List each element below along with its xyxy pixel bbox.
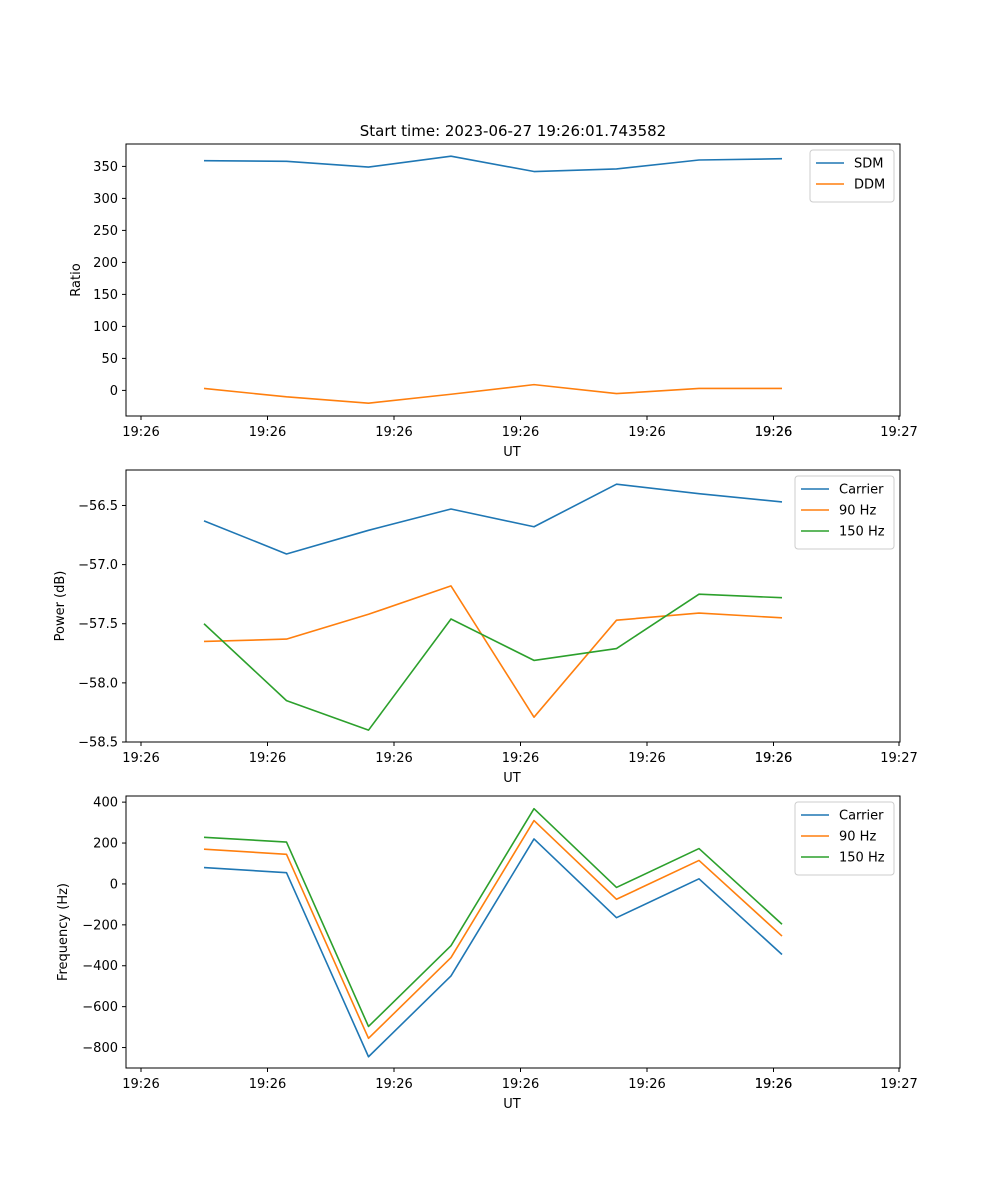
x-tick-label: 19:26 (122, 425, 159, 440)
x-tick-label: 19:26 (628, 425, 665, 440)
y-tick-label: −56.5 (78, 499, 118, 514)
series-line-150-hz (203, 807, 783, 1028)
x-tick-label: 19:26 (249, 425, 286, 440)
x-tick-label: 19:26 (755, 1077, 792, 1092)
y-tick-label: −400 (82, 959, 118, 974)
y-tick-label: −58.0 (78, 676, 118, 691)
panel-3: 19:26 19:26 19:26 19:26 19:26 19:26 19:2719:26… (56, 795, 918, 1112)
legend-label: 90 Hz (839, 504, 876, 519)
x-tick-label: 19:26 (122, 751, 159, 766)
y-tick-label: 350 (93, 160, 118, 175)
x-tick-label: 19:26 (755, 425, 792, 440)
y-axis-label: Ratio (69, 263, 84, 296)
panels: 19:26 19:26 19:26 19:26 19:26 19:26 19:27 19:26… (53, 143, 918, 1112)
x-tick-label: 19:26 (755, 1077, 792, 1092)
x-tick-label: 19:26 (502, 751, 539, 766)
x-tick-label: 19:26 (375, 425, 412, 440)
series-line-carrier (203, 483, 783, 555)
y-tick-label: 0 (110, 384, 118, 399)
axes-frame (125, 143, 901, 417)
x-tick-label: 19:26 (628, 1077, 665, 1092)
y-tick-label: 200 (93, 837, 118, 852)
y-tick-label: 0 (110, 877, 118, 892)
legend-label: Carrier (839, 483, 884, 498)
series-line-ddm (203, 383, 782, 405)
series-line-90-hz (203, 819, 783, 1040)
x-tick-label: 19:26 (375, 1077, 412, 1092)
y-tick-label: 150 (93, 288, 118, 303)
y-tick-label: 250 (93, 224, 118, 239)
y-tick-label: −57.5 (78, 617, 118, 632)
legend-label: SDM (854, 157, 883, 172)
x-tick-label: 19:26 (249, 751, 286, 766)
legend-label: 150 Hz (839, 525, 885, 540)
legend-label: 150 Hz (839, 851, 885, 866)
x-tick-label: 19:27 (880, 425, 917, 440)
series-line-90-hz (203, 585, 783, 718)
y-tick-label: −58.5 (78, 736, 118, 751)
y-tick-label: 200 (93, 256, 118, 271)
legend-label: DDM (854, 178, 885, 193)
series-line-sdm (203, 155, 783, 173)
y-axis-label: Power (dB) (53, 571, 68, 642)
x-tick-label: 19:27 (880, 751, 917, 766)
y-tick-label: 300 (93, 192, 118, 207)
x-tick-label: 19:26 (249, 1077, 286, 1092)
axes-frame (125, 469, 901, 743)
series-line-carrier (203, 838, 783, 1058)
y-tick-label: 400 (93, 796, 118, 811)
x-axis-label: UT (503, 1097, 521, 1112)
y-tick-label: −57.0 (78, 558, 118, 573)
x-axis-label: UT (503, 771, 521, 786)
x-tick-label: 19:26 (375, 751, 412, 766)
y-axis-label: Frequency (Hz) (56, 883, 71, 981)
y-tick-label: −600 (82, 1000, 118, 1015)
y-tick-label: 100 (93, 320, 118, 335)
y-tick-label: −800 (82, 1041, 118, 1056)
x-tick-label: 19:26 (755, 751, 792, 766)
y-tick-label: −200 (82, 918, 118, 933)
x-tick-label: 19:26 (122, 1077, 159, 1092)
x-axis-label: UT (503, 445, 521, 460)
x-tick-label: 19:26 (628, 751, 665, 766)
figure-title: Start time: 2023-06-27 19:26:01.743582 (360, 122, 666, 140)
panel-1: 19:26 19:26 19:26 19:26 19:26 19:26 19:2719:26… (69, 143, 918, 460)
x-tick-label: 19:27 (880, 1077, 917, 1092)
x-tick-label: 19:26 (755, 751, 792, 766)
x-tick-label: 19:26 (755, 425, 792, 440)
legend-label: Carrier (839, 809, 884, 824)
x-tick-label: 19:26 (502, 425, 539, 440)
legend-label: 90 Hz (839, 830, 876, 845)
axes-frame (125, 795, 901, 1069)
x-tick-label: 19:26 (502, 1077, 539, 1092)
series-line-150-hz (203, 593, 783, 731)
y-tick-label: 50 (101, 352, 118, 367)
panel-2: 19:26 19:26 19:26 19:26 19:26 19:26 19:2719:26… (53, 469, 918, 786)
